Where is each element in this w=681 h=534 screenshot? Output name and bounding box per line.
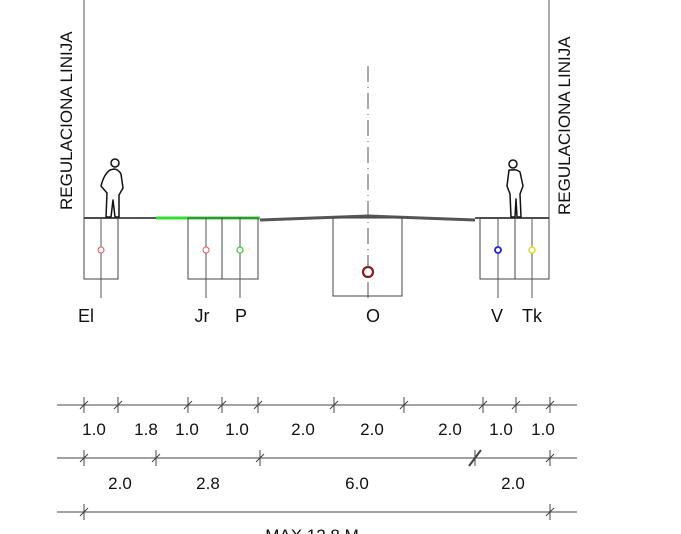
regulation-line-left-label: REGULACIONA LINIJA (57, 31, 76, 210)
dim-1-2: 1.0 (175, 420, 199, 439)
dim-1-8: 1.0 (531, 420, 555, 439)
roadway-surface (259, 214, 476, 222)
label-tk: Tk (522, 306, 543, 326)
regulation-line-right-label: REGULACIONA LINIJA (555, 36, 574, 215)
total-width-label: MAX 12.8 M (265, 526, 359, 534)
marker-o (361, 265, 375, 279)
dimension-row-2-ticks (79, 449, 555, 467)
dim-2-0: 2.0 (108, 474, 132, 493)
marker-tk (528, 246, 536, 254)
dim-1-5: 2.0 (360, 420, 384, 439)
marker-v (494, 246, 502, 254)
dim-2-2: 6.0 (345, 474, 369, 493)
person-right-icon (506, 159, 524, 218)
dim-1-4: 2.0 (291, 420, 315, 439)
label-el: El (78, 306, 94, 326)
label-p: P (235, 306, 247, 326)
dimension-total-ticks (79, 504, 555, 520)
person-left-icon (100, 158, 124, 218)
label-v: V (491, 306, 503, 326)
marker-jr (202, 246, 210, 254)
dim-1-0: 1.0 (82, 420, 106, 439)
dim-1-3: 1.0 (225, 420, 249, 439)
dim-1-7: 1.0 (489, 420, 513, 439)
dim-2-1: 2.8 (196, 474, 220, 493)
dim-1-6: 2.0 (438, 420, 462, 439)
marker-p (236, 246, 244, 254)
label-o: O (366, 306, 380, 326)
dimension-row-1-ticks (79, 397, 555, 413)
dim-2-3: 2.0 (501, 474, 525, 493)
marker-el (97, 246, 105, 254)
trench-o (332, 217, 403, 297)
dim-1-1: 1.8 (134, 420, 158, 439)
label-jr: Jr (195, 306, 210, 326)
